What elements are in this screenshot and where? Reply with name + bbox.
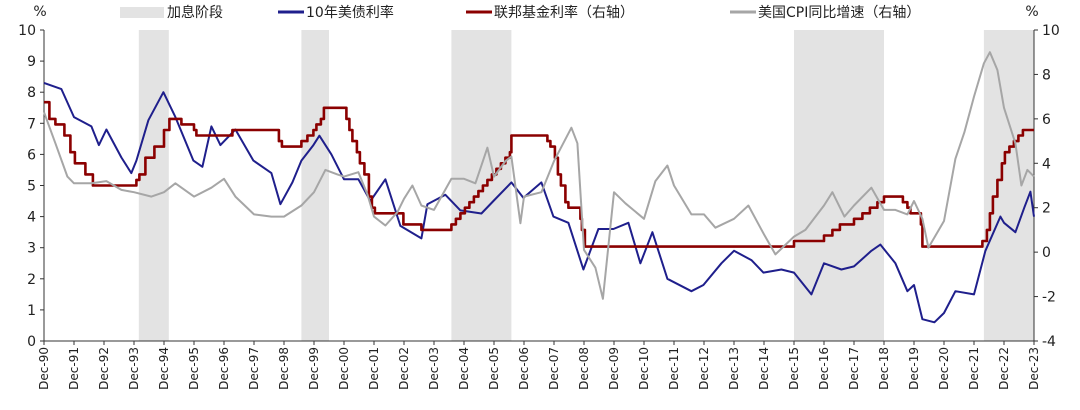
x-tick-label: Dec-10 <box>637 347 651 390</box>
left-tick-label: 4 <box>27 210 36 226</box>
x-tick-label: Dec-14 <box>757 347 771 390</box>
right-axis-unit: % <box>1025 4 1038 20</box>
x-tick-label: Dec-15 <box>787 347 801 390</box>
right-tick-label: -4 <box>1042 334 1056 350</box>
x-tick-label: Dec-17 <box>847 347 861 390</box>
left-tick-label: 0 <box>27 334 36 350</box>
legend-label: 美国CPI同比增速（右轴） <box>758 5 920 21</box>
x-tick-label: Dec-18 <box>877 347 891 390</box>
right-tick-label: 2 <box>1042 201 1051 217</box>
hike-band-1 <box>301 30 329 341</box>
left-axis-unit: % <box>33 4 46 20</box>
left-tick-label: 1 <box>27 303 36 319</box>
x-tick-label: Dec-20 <box>937 347 951 390</box>
left-tick-label: 2 <box>27 272 36 288</box>
x-tick-label: Dec-21 <box>967 347 981 390</box>
x-tick-label: Dec-95 <box>187 347 201 390</box>
x-tick-label: Dec-19 <box>907 347 921 390</box>
series-line-2 <box>43 51 1035 300</box>
x-tick-label: Dec-93 <box>127 347 141 390</box>
legend-swatch-band <box>120 7 164 18</box>
x-tick-label: Dec-12 <box>697 347 711 390</box>
hike-band-4 <box>983 30 1034 341</box>
x-tick-label: Dec-16 <box>817 347 831 390</box>
x-tick-label: Dec-06 <box>517 347 531 390</box>
series-line-1 <box>44 100 1034 248</box>
hike-band-0 <box>138 30 169 341</box>
right-tick-label: 6 <box>1042 112 1051 128</box>
x-tick-label: Dec-98 <box>277 347 291 390</box>
series-line-0 <box>43 81 1035 324</box>
right-tick-label: 0 <box>1042 245 1051 261</box>
x-tick-label: Dec-92 <box>97 347 111 390</box>
x-tick-label: Dec-96 <box>217 347 231 390</box>
x-tick-label: Dec-91 <box>67 347 81 390</box>
series-lines <box>43 51 1035 324</box>
right-tick-label: 10 <box>1042 23 1060 39</box>
left-tick-label: 9 <box>27 54 36 70</box>
x-tick-label: Dec-03 <box>427 347 441 390</box>
right-tick-label: 8 <box>1042 67 1051 83</box>
x-tick-label: Dec-22 <box>997 347 1011 390</box>
left-tick-label: 3 <box>27 241 36 257</box>
legend-label: 联邦基金利率（右轴） <box>494 4 634 21</box>
x-tick-label: Dec-04 <box>457 347 471 390</box>
x-tick-label: Dec-23 <box>1027 347 1041 390</box>
right-tick-label: -2 <box>1042 290 1056 306</box>
x-tick-label: Dec-07 <box>547 347 561 390</box>
left-tick-label: 6 <box>27 147 36 163</box>
axes: 0 1 2 3 4 5 6 7 8 9 10 -4 -2 0 2 4 6 8 10% % Dec-90 Dec-91 Dec… <box>18 4 1060 390</box>
left-tick-label: 10 <box>18 23 36 39</box>
legend-label: 10年美债利率 <box>306 4 394 21</box>
x-tick-label: Dec-13 <box>727 347 741 390</box>
x-tick-label: Dec-90 <box>37 347 51 390</box>
left-tick-label: 5 <box>27 179 36 195</box>
x-tick-label: Dec-09 <box>607 347 621 390</box>
x-tick-label: Dec-11 <box>667 347 681 390</box>
right-tick-label: 4 <box>1042 156 1051 172</box>
x-tick-label: Dec-08 <box>577 347 591 390</box>
hike-period-bands <box>138 30 1034 341</box>
x-tick-label: Dec-02 <box>397 347 411 390</box>
x-tick-label: Dec-94 <box>157 347 171 390</box>
left-tick-label: 8 <box>27 85 36 101</box>
x-tick-label: Dec-00 <box>337 347 351 390</box>
x-tick-label: Dec-97 <box>247 347 261 390</box>
x-tick-label: Dec-99 <box>307 347 321 390</box>
x-tick-label: Dec-01 <box>367 347 381 390</box>
x-tick-label: Dec-05 <box>487 347 501 390</box>
legend-label: 加息阶段 <box>167 4 223 21</box>
hike-band-3 <box>794 30 884 341</box>
legend: 加息阶段 10年美债利率 联邦基金利率（右轴） 美国CPI同比增速（右轴） <box>120 4 920 21</box>
hike-band-2 <box>451 30 512 341</box>
left-tick-label: 7 <box>27 116 36 132</box>
